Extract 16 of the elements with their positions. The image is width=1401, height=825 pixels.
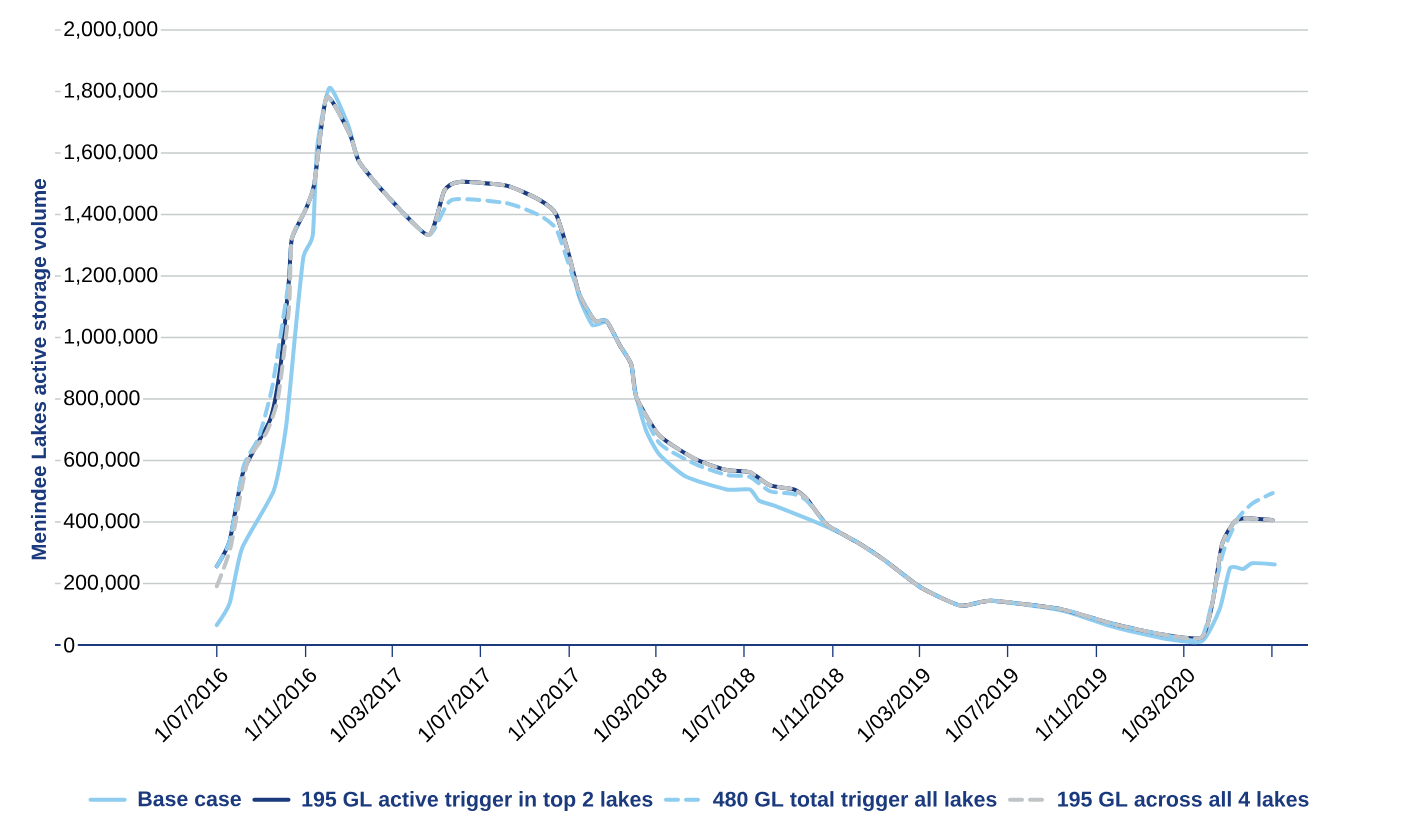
y-tick-label: 0 xyxy=(64,637,75,653)
y-tick-label: 1,400,000 xyxy=(64,205,158,224)
y-tick-label: 400,000 xyxy=(63,513,140,531)
legend-label: Base case xyxy=(138,791,241,807)
y-tick-label: 800,000 xyxy=(64,390,140,408)
y-tick-label: 1,000,000 xyxy=(64,328,158,347)
legend-label: 195 GL active trigger in top 2 lakes xyxy=(302,791,653,812)
legend-label: 195 GL across all 4 lakes xyxy=(1058,791,1309,807)
y-tick-label: 600,000 xyxy=(64,451,140,470)
y-tick-label: 2,000,000 xyxy=(64,21,158,39)
legend-label: 480 GL total trigger all lakes xyxy=(713,791,997,812)
y-tick-label: 1,800,000 xyxy=(64,82,158,101)
y-axis-title: Menindee Lakes active storage volume xyxy=(30,179,51,560)
y-tick-label: 1,200,000 xyxy=(64,267,158,285)
y-tick-label: 1,600,000 xyxy=(64,144,158,162)
y-tick-label: 200,000 xyxy=(64,574,140,593)
